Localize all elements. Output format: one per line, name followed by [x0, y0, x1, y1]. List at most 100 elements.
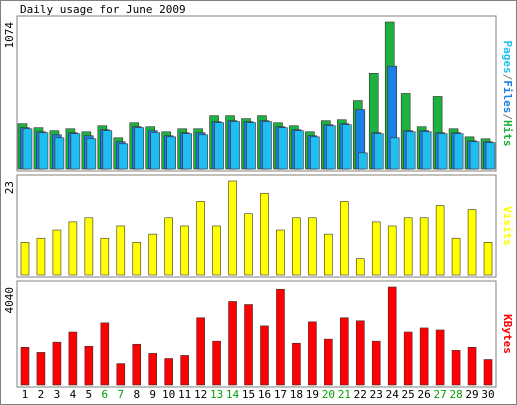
- bar: [148, 353, 158, 386]
- x-tick-label: 18: [290, 388, 303, 401]
- x-tick-label: 3: [54, 388, 61, 401]
- bar: [342, 124, 352, 170]
- bar: [387, 225, 397, 276]
- bar: [387, 286, 397, 386]
- bar: [371, 221, 381, 276]
- bar: [276, 229, 285, 276]
- bar: [294, 130, 304, 170]
- bar: [403, 217, 413, 276]
- bar: [324, 338, 333, 386]
- bar: [340, 201, 349, 276]
- x-tick-label: 20: [322, 388, 335, 401]
- bar: [467, 347, 477, 386]
- bar: [166, 136, 176, 170]
- x-tick-label: 8: [133, 388, 140, 401]
- bar: [357, 152, 368, 170]
- bar: [180, 355, 189, 386]
- x-tick-label: 5: [86, 388, 93, 401]
- y-tick-label: 1074: [3, 22, 16, 49]
- bar: [292, 342, 301, 386]
- x-tick-label: 17: [274, 388, 287, 401]
- x-tick-label: 16: [258, 388, 271, 401]
- bar: [86, 138, 97, 170]
- x-tick-label: 1: [22, 388, 29, 401]
- x-tick-label: 2: [38, 388, 45, 401]
- x-tick-label: 19: [306, 388, 319, 401]
- bar: [469, 141, 480, 170]
- legend-entry: Hits: [501, 120, 514, 147]
- bar: [389, 137, 400, 170]
- bar: [38, 132, 49, 170]
- legend-entry: Pages: [501, 41, 514, 74]
- bar: [150, 132, 161, 170]
- bar: [451, 237, 461, 276]
- bar: [228, 180, 237, 276]
- bar: [148, 233, 158, 276]
- panel-frame: [16, 174, 497, 278]
- bar: [260, 325, 269, 386]
- bar: [36, 352, 46, 386]
- legend-entry: KBytes: [501, 314, 514, 354]
- x-tick-label: 25: [402, 388, 415, 401]
- bar: [246, 122, 256, 170]
- panel-frame: [16, 280, 497, 388]
- legend: Pages/Files/Hits: [501, 41, 514, 147]
- x-tick-label: 4: [70, 388, 77, 401]
- bar: [355, 320, 365, 386]
- bar: [228, 301, 237, 386]
- bar: [373, 133, 384, 170]
- bar: [467, 209, 477, 276]
- bar: [483, 242, 493, 276]
- bar: [453, 133, 464, 170]
- bar: [196, 317, 205, 386]
- legend-entry: Files: [501, 80, 514, 113]
- bar: [20, 242, 30, 276]
- x-tick-label: 7: [117, 388, 124, 401]
- x-tick-label: 15: [242, 388, 255, 401]
- bar: [70, 133, 81, 170]
- bar: [214, 122, 224, 170]
- bar: [196, 201, 205, 276]
- bar: [355, 258, 365, 276]
- panel-frame: [16, 15, 497, 172]
- bar: [132, 242, 142, 276]
- x-tick-label: 11: [178, 388, 191, 401]
- chart-title: Daily usage for June 2009: [20, 3, 186, 16]
- bar: [182, 133, 192, 170]
- bar: [421, 131, 432, 170]
- bar: [212, 225, 221, 276]
- bar: [340, 317, 349, 386]
- bar: [54, 137, 65, 170]
- x-tick-label: 22: [354, 388, 367, 401]
- bar: [244, 213, 253, 276]
- bar: [437, 133, 448, 170]
- bar: [68, 331, 78, 386]
- bar: [102, 130, 113, 170]
- bar: [403, 331, 413, 386]
- bar: [118, 143, 129, 170]
- bar: [180, 225, 189, 276]
- bar: [116, 363, 126, 386]
- bar: [84, 345, 94, 386]
- bar: [164, 217, 173, 276]
- bar: [260, 192, 269, 276]
- x-tick-label: 28: [449, 388, 462, 401]
- legend-entry: Visits: [501, 206, 514, 246]
- bar: [451, 350, 461, 386]
- bar: [20, 347, 30, 386]
- x-tick-label: 9: [149, 388, 156, 401]
- y-tick-label: 23: [3, 181, 16, 194]
- y-tick-label: 4040: [3, 287, 16, 314]
- bar: [84, 217, 94, 276]
- bar: [198, 134, 208, 170]
- bar: [244, 304, 253, 386]
- x-tick-label: 24: [386, 388, 400, 401]
- bar: [278, 127, 288, 170]
- bar: [36, 237, 46, 276]
- x-tick-label: 12: [194, 388, 207, 401]
- bar: [292, 217, 301, 276]
- bar: [435, 329, 445, 386]
- bar: [22, 128, 33, 170]
- bar: [132, 343, 142, 386]
